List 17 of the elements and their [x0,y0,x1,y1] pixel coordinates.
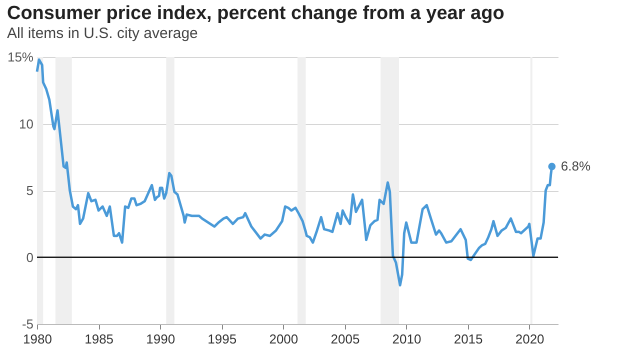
y-tick-label: 5 [26,183,34,198]
x-tick-label: 2005 [330,332,360,346]
y-tick-label: 0 [26,250,34,265]
x-tick-label: 1990 [146,332,176,346]
chart-subtitle: All items in U.S. city average [6,25,198,42]
annotation: 6.8% [560,158,591,174]
x-tick-label: 1985 [84,332,114,346]
y-tick-label: -5 [22,316,34,332]
y-tick-label: 15% [7,50,34,64]
x-tick-label: 2000 [269,332,298,346]
y-tick-label: 10 [19,116,34,132]
x-tick-label: 2015 [454,332,483,346]
chart-title: Consumer price index, percent change from a year ago [6,3,504,24]
x-tick-label: 2020 [515,332,544,346]
x-tick-label: 1995 [208,332,237,346]
x-tick-label: 1980 [23,332,52,346]
x-tick-label: 2010 [392,332,422,346]
